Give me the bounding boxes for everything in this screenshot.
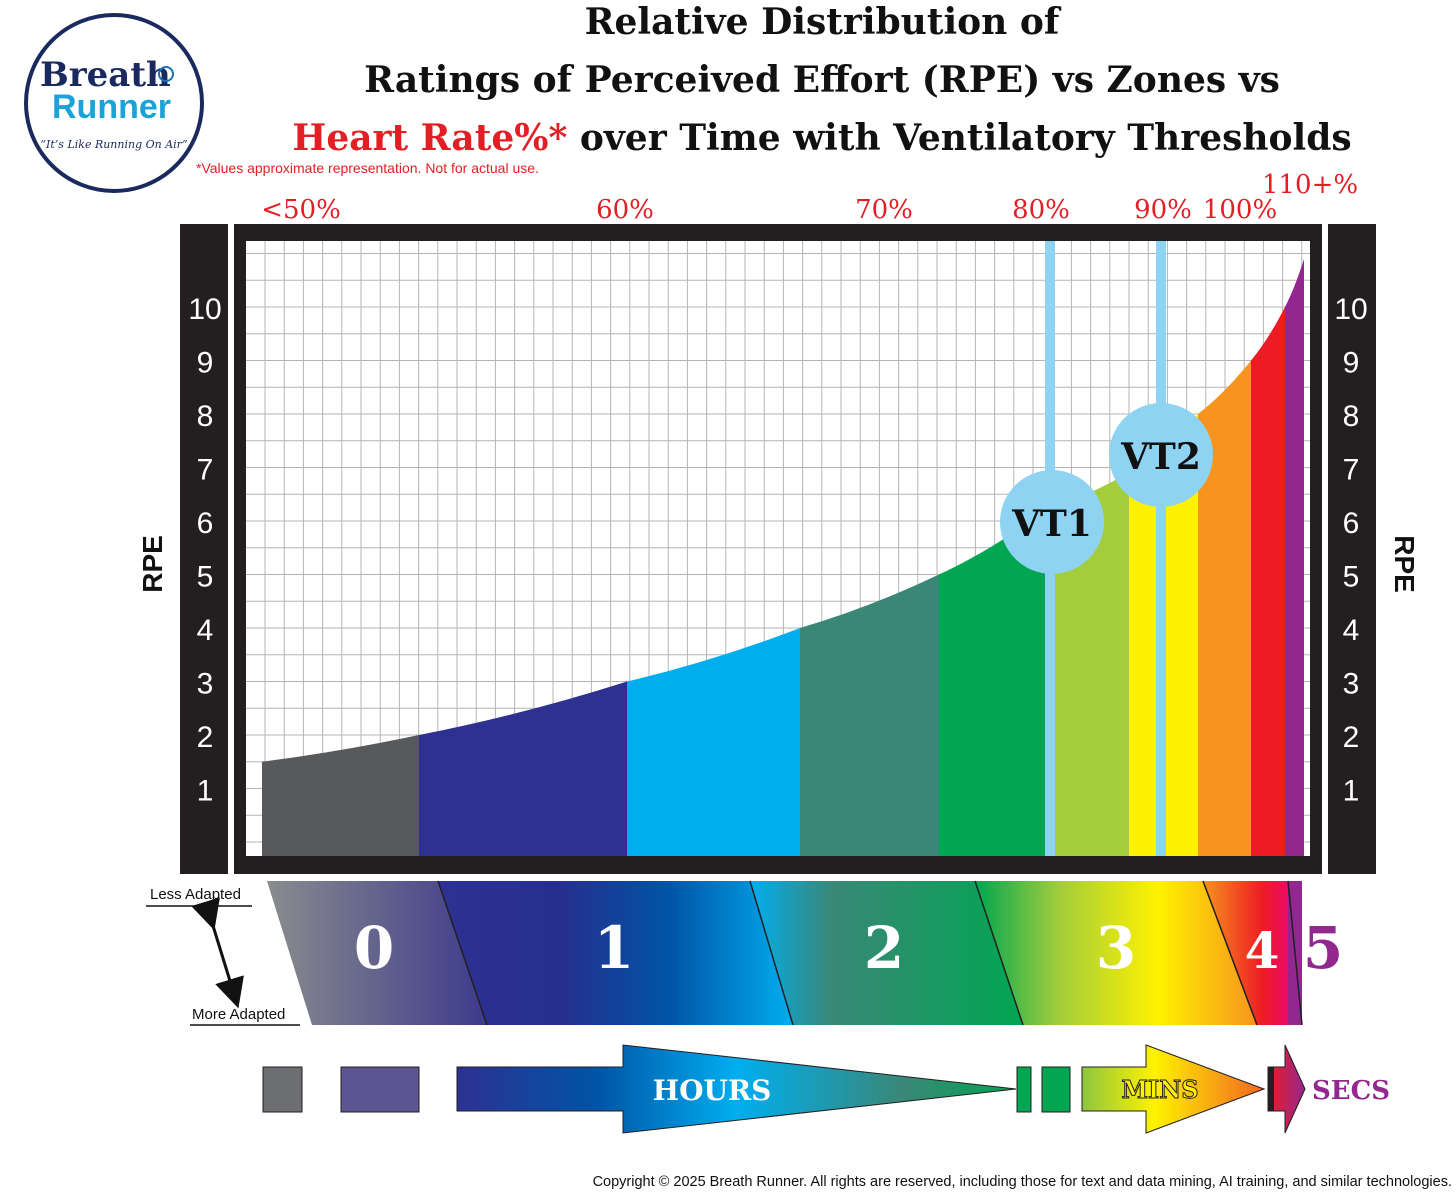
zone-2-segment [750, 881, 1023, 1025]
rpe-band-zone-2 [800, 574, 939, 856]
y-tick-label: 10 [1334, 293, 1367, 326]
less-adapted-label: Less Adapted [150, 886, 241, 903]
zone-0-label: 0 [354, 914, 394, 982]
disclaimer: *Values approximate representation. Not … [196, 160, 539, 176]
zone-4-label: 4 [1245, 921, 1280, 980]
zone-ribbon: 0 1 2 3 4 5 [267, 880, 1343, 1026]
rpe-area-bands [262, 259, 1304, 856]
y-ticks-right: 1 2 3 4 5 6 7 8 9 10 [1334, 293, 1367, 808]
zone-1-label: 1 [594, 914, 634, 982]
y-tick-label: 1 [1343, 775, 1360, 808]
zone-divider [1287, 880, 1303, 1026]
heart-rate-label: 90% [1134, 195, 1192, 225]
zone-3-segment [975, 881, 1257, 1025]
plot-baseline [246, 856, 1310, 862]
zone-2-label: 2 [864, 914, 904, 982]
rpe-band-zone-4 [1198, 360, 1251, 856]
y-tick-label: 7 [197, 454, 214, 487]
rpe-band-zone-1 [627, 628, 800, 856]
y-tick-label: 4 [1343, 614, 1360, 647]
rpe-band-zone-1 [419, 681, 627, 856]
vt1-marker: VT1 [1000, 241, 1104, 856]
mins-label: MINS [1121, 1075, 1198, 1104]
secs-arrow-tail [1268, 1067, 1274, 1111]
y-tick-label: 8 [1343, 400, 1360, 433]
zone-3-label: 3 [1096, 914, 1136, 982]
y-tick-label: 6 [1343, 507, 1360, 540]
title-line2: Ratings of Perceived Effort (RPE) vs Zon… [364, 59, 1280, 101]
y-tick-label: 1 [197, 775, 214, 808]
hours-arrow [456, 1044, 1017, 1134]
adaptation-scale: Less Adapted More Adapted [146, 886, 300, 1026]
copyright: Copyright © 2025 Breath Runner. All righ… [593, 1174, 1452, 1190]
vt1-circle [1000, 470, 1104, 574]
vt2-label: VT2 [1120, 436, 1201, 478]
logo-line1: Breath [40, 55, 171, 95]
time-block-zone2a [1016, 1066, 1032, 1113]
y-ticks-left: 1 2 3 4 5 6 7 8 9 10 [188, 293, 221, 808]
heart-rate-label: 100% [1203, 195, 1277, 225]
zone-1-segment [438, 881, 793, 1025]
zone-divider [974, 880, 1024, 1026]
y-tick-label: 4 [197, 614, 214, 647]
time-block-zone2b [1041, 1066, 1071, 1113]
y-tick-label: 9 [1343, 347, 1360, 380]
title-line3: Heart Rate%* over Time with Ventilatory … [292, 117, 1351, 159]
y-tick-label: 10 [188, 293, 221, 326]
vt1-label: VT1 [1011, 503, 1092, 545]
logo-ring [24, 13, 204, 193]
title-line1: Relative Distribution of [585, 1, 1062, 43]
y-tick-label: 3 [197, 668, 214, 701]
y-axis-label-right: RPE [1389, 535, 1420, 593]
y-tick-label: 8 [197, 400, 214, 433]
adaptation-arrow-icon [191, 897, 244, 1009]
y-tick-label: 7 [1343, 454, 1360, 487]
logo-line2: Runner [52, 88, 171, 126]
heart-rate-label: 60% [596, 195, 654, 225]
time-block-zone0b [340, 1066, 420, 1113]
right-rpe-bar [1328, 224, 1376, 874]
heart-rate-label: 80% [1012, 195, 1070, 225]
logo-badge-icon [158, 66, 174, 82]
mins-arrow [1081, 1044, 1266, 1134]
rpe-band-zone-5 [1285, 259, 1304, 856]
rpe-band-zone-2 [939, 510, 1045, 856]
hours-label: HOURS [653, 1074, 772, 1107]
logo: Breath Runner “It’s Like Running On Air” [24, 13, 204, 193]
time-block-zone0a [262, 1066, 303, 1113]
heart-rate-label: 110+% [1262, 170, 1358, 200]
zone-divider [749, 880, 794, 1026]
more-adapted-label: More Adapted [192, 1006, 285, 1023]
y-tick-label: 2 [197, 721, 214, 754]
zone-4-segment [1203, 881, 1302, 1025]
vt2-marker: VT2 [1109, 241, 1213, 856]
zone-0-segment [267, 881, 487, 1025]
vt2-line [1156, 241, 1166, 856]
title-highlight: Heart Rate%* [292, 117, 567, 159]
zone-5-label: 5 [1303, 914, 1343, 982]
rpe-band-zone-0 [262, 735, 419, 856]
heart-rate-label: 70% [855, 195, 913, 225]
left-rpe-bar [180, 224, 228, 874]
zone-divider [437, 880, 488, 1026]
y-tick-label: 5 [1343, 561, 1360, 594]
secs-label: SECS [1312, 1076, 1390, 1106]
zone-divider [1202, 880, 1258, 1026]
heart-rate-labels: <50% 60% 70% 80% 90% 100%110+% [261, 170, 1358, 225]
title-line3-rest: over Time with Ventilatory Thresholds [567, 117, 1351, 159]
heart-rate-label: <50% [261, 195, 341, 225]
vt2-circle [1109, 403, 1213, 507]
y-tick-label: 2 [1343, 721, 1360, 754]
rpe-band-zone-4 [1251, 307, 1285, 856]
y-tick-label: 9 [197, 347, 214, 380]
y-tick-label: 6 [197, 507, 214, 540]
time-scale: HOURS MINS SECS [262, 1044, 1390, 1134]
y-tick-label: 5 [197, 561, 214, 594]
y-axis-label-left: RPE [137, 535, 168, 593]
logo-tagline: “It’s Like Running On Air” [40, 138, 187, 151]
y-tick-label: 3 [1343, 668, 1360, 701]
